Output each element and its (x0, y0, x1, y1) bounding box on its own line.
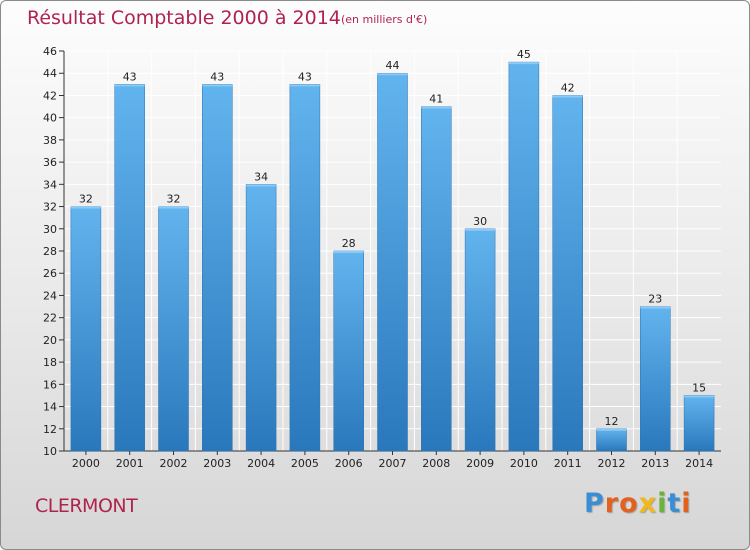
x-tick-label: 2011 (554, 457, 582, 470)
value-label: 43 (123, 70, 137, 83)
y-tick-label: 20 (43, 334, 57, 347)
value-label: 34 (254, 170, 268, 183)
x-tick-label: 2014 (685, 457, 713, 470)
bars (70, 61, 715, 452)
value-label: 43 (210, 70, 224, 83)
y-tick-label: 10 (43, 445, 57, 458)
bar-2014[interactable] (683, 395, 715, 452)
bar-2011[interactable] (552, 95, 583, 452)
y-tick-label: 40 (43, 112, 57, 125)
value-label: 41 (429, 93, 443, 106)
bar-highlight (465, 228, 496, 231)
bar-highlight (202, 84, 233, 87)
y-tick-label: 34 (43, 178, 57, 191)
bar-2007[interactable] (377, 72, 408, 452)
bar-2013[interactable] (640, 306, 671, 452)
bar-2009[interactable] (464, 228, 496, 452)
x-tick-label: 2008 (422, 457, 450, 470)
y-tick-label: 22 (43, 312, 57, 325)
y-tick-label: 38 (43, 134, 57, 147)
bar-highlight (684, 395, 715, 398)
value-label: 32 (167, 193, 181, 206)
y-tick-label: 12 (43, 423, 57, 436)
logo-letter: x (638, 488, 658, 519)
bar-2001[interactable] (114, 84, 145, 452)
bar-highlight (377, 73, 408, 76)
bar-highlight (508, 62, 539, 65)
chart-subtitle: (en milliers d'€) (341, 13, 428, 26)
bar-2000[interactable] (70, 206, 102, 452)
bar-2012[interactable] (596, 428, 627, 452)
y-tick-label: 30 (43, 223, 57, 236)
bar-2002[interactable] (158, 206, 189, 452)
y-tick-label: 42 (43, 89, 57, 102)
logo-letter: i (657, 488, 668, 519)
bar-highlight (70, 206, 101, 209)
value-label: 45 (517, 48, 531, 61)
logo-letter: i (681, 488, 692, 519)
bar-2003[interactable] (202, 84, 233, 452)
value-label: 32 (79, 193, 93, 206)
bar-highlight (158, 206, 189, 209)
value-label: 30 (473, 215, 487, 228)
logo-letter: o (619, 488, 639, 519)
bar-highlight (289, 84, 320, 87)
bar-highlight (596, 428, 627, 431)
x-tick-label: 2009 (466, 457, 494, 470)
bar-highlight (640, 306, 671, 309)
x-tick-label: 2002 (160, 457, 188, 470)
commune-name: CLERMONT (35, 495, 138, 517)
bar-highlight (246, 184, 277, 187)
y-tick-label: 46 (43, 45, 57, 58)
proxiti-logo[interactable]: Proxiti (584, 488, 692, 519)
y-tick-label: 16 (43, 378, 57, 391)
logo-letter: P (584, 488, 605, 519)
bar-highlight (114, 84, 145, 87)
value-label: 15 (692, 381, 706, 394)
x-tick-label: 2007 (379, 457, 407, 470)
y-tick-label: 32 (43, 201, 57, 214)
x-tick-label: 2010 (510, 457, 538, 470)
x-tick-label: 2000 (72, 457, 100, 470)
value-label: 28 (342, 237, 356, 250)
logo-letter: t (667, 488, 682, 519)
x-tick-label: 2001 (116, 457, 144, 470)
x-tick-label: 2003 (203, 457, 231, 470)
logo-letter: r (604, 488, 620, 519)
bar-highlight (333, 251, 364, 253)
y-tick-label: 36 (43, 156, 57, 169)
y-tick-label: 24 (43, 289, 57, 302)
x-tick-label: 2012 (598, 457, 626, 470)
x-tick-label: 2004 (247, 457, 275, 470)
y-tick-label: 26 (43, 267, 57, 280)
bar-2005[interactable] (289, 84, 321, 452)
y-tick-label: 44 (43, 67, 57, 80)
value-label: 43 (298, 70, 312, 83)
y-tick-label: 14 (43, 401, 57, 414)
y-tick-label: 28 (43, 245, 57, 258)
value-label: 23 (648, 293, 662, 306)
chart-title: Résultat Comptable 2000 à 2014 (27, 7, 341, 29)
bar-highlight (552, 95, 583, 98)
bar-2004[interactable] (245, 184, 277, 452)
bar-2010[interactable] (508, 61, 540, 452)
labels: 10 12 14 16 18 20 22 24 26 28 30 32 34 36 38 40 42 44 46 32… (43, 45, 713, 470)
value-label: 42 (561, 81, 575, 94)
x-tick-label: 2013 (641, 457, 669, 470)
y-tick-label: 18 (43, 356, 57, 369)
value-label: 44 (386, 59, 400, 72)
x-tick-label: 2005 (291, 457, 319, 470)
bar-2008[interactable] (421, 106, 452, 452)
x-tick-label: 2006 (335, 457, 363, 470)
bar-2006[interactable] (333, 250, 364, 452)
bar-highlight (421, 106, 452, 109)
value-label: 12 (605, 415, 619, 428)
